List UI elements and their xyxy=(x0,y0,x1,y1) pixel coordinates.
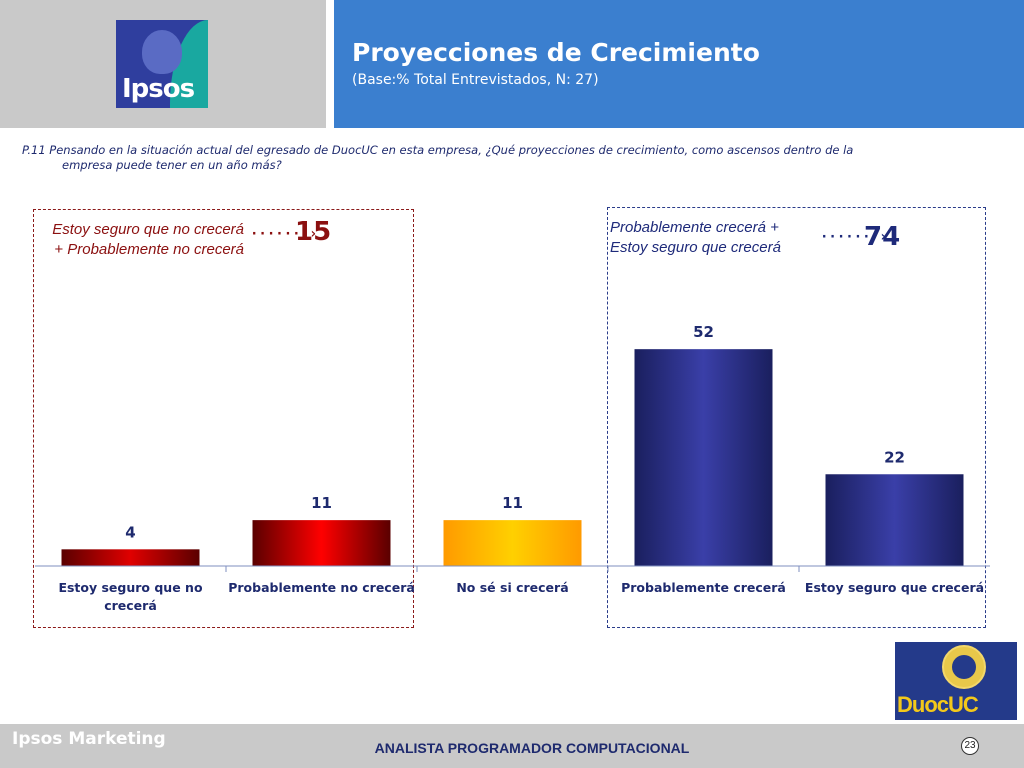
positive-group-total: 74 xyxy=(864,222,901,252)
bar-2 xyxy=(443,520,582,566)
bar-value-label-1: 11 xyxy=(311,494,332,512)
page-number: 23 xyxy=(961,737,979,755)
bar-1 xyxy=(252,520,391,566)
positive-group-box xyxy=(607,207,986,628)
survey-question: P.11 Pensando en la situación actual del… xyxy=(22,143,984,173)
bar-value-label-4: 22 xyxy=(884,448,905,466)
category-label-3: Probablemente crecerá xyxy=(621,580,786,595)
duocuc-emblem-icon xyxy=(942,645,986,689)
ipsos-logo-face-icon xyxy=(142,30,182,74)
duocuc-logo-text: DuocUC xyxy=(897,692,979,717)
positive-arrow-icon: ·······› xyxy=(820,229,888,245)
bar-3 xyxy=(634,349,773,566)
footer-bar xyxy=(0,724,1024,768)
survey-question-line1: P.11 Pensando en la situación actual del… xyxy=(22,143,854,157)
footer-brand: Ipsos Marketing xyxy=(12,729,166,749)
bar-value-label-3: 52 xyxy=(693,323,714,341)
category-label-2: No sé si crecerá xyxy=(456,580,569,595)
ipsos-logo-text: Ipsos xyxy=(122,74,195,104)
category-label-0: Estoy seguro que no crecerá xyxy=(58,580,203,613)
bar-0 xyxy=(61,549,200,566)
bar-4 xyxy=(825,474,964,566)
negative-group-box xyxy=(33,209,414,628)
ipsos-logo-panel: Ipsos xyxy=(0,0,326,128)
slide-subtitle: (Base:% Total Entrevistados, N: 27) xyxy=(352,72,599,88)
title-panel xyxy=(334,0,1024,128)
bar-value-label-2: 11 xyxy=(502,494,523,512)
footer-caption: ANALISTA PROGRAMADOR COMPUTACIONAL xyxy=(374,740,690,756)
survey-question-line2: empresa puede tener en un año más? xyxy=(62,158,282,172)
bar-value-label-0: 4 xyxy=(125,523,135,541)
negative-group-label: Estoy seguro que no crecerá + Probableme… xyxy=(52,221,244,258)
negative-group-total: 15 xyxy=(295,217,332,247)
ipsos-logo: Ipsos xyxy=(116,20,208,108)
category-label-4: Estoy seguro que crecerá xyxy=(804,580,985,595)
positive-group-label: Probablemente crecerá + Estoy seguro que… xyxy=(610,219,781,256)
negative-arrow-icon: ·······› xyxy=(250,226,318,242)
slide-title: Proyecciones de Crecimiento xyxy=(352,38,760,67)
category-label-1: Probablemente no crecerá xyxy=(228,580,415,595)
